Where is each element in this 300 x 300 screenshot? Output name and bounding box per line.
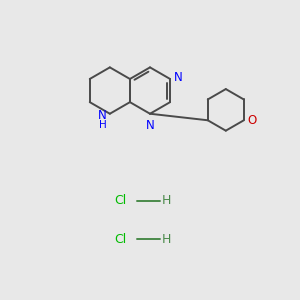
Text: Cl: Cl	[114, 233, 126, 246]
Text: H: H	[98, 120, 106, 130]
Text: N: N	[146, 119, 154, 132]
Text: N: N	[174, 71, 182, 84]
Text: H: H	[162, 194, 171, 207]
Text: Cl: Cl	[114, 194, 126, 207]
Text: N: N	[98, 109, 106, 122]
Text: O: O	[248, 114, 257, 127]
Text: H: H	[162, 233, 171, 246]
